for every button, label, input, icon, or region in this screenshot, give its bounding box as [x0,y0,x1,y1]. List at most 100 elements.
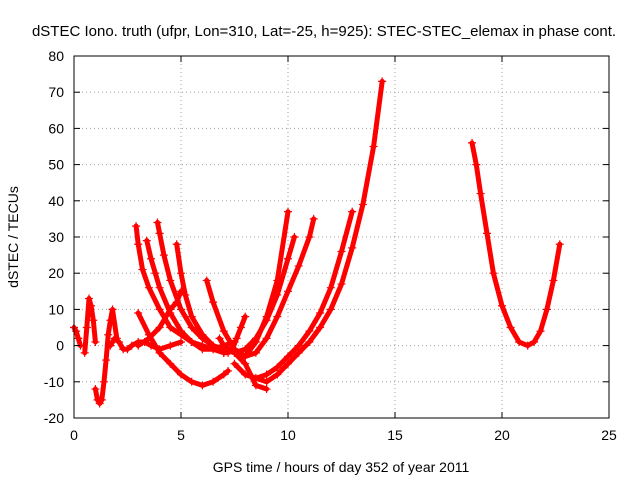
data-point [142,236,151,245]
x-tick-label: 20 [494,427,510,443]
data-point [187,337,196,346]
data-point [82,323,91,332]
data-point [498,301,506,310]
x-tick-label: 10 [280,427,296,443]
y-tick-label: 60 [48,120,64,136]
data-point [294,261,303,270]
data-point [123,345,132,354]
data-point [549,276,558,285]
data-point [166,276,175,285]
data-point [151,269,160,278]
data-point [177,370,185,379]
series-pass-k [202,214,318,361]
data-point [290,233,299,241]
x-tick-label: 25 [601,427,617,443]
data-point [177,269,185,278]
data-point [378,77,387,86]
series-pass-b [80,294,100,357]
data-point [155,323,164,332]
data-point [230,348,239,357]
series-line [217,209,291,359]
data-point [134,240,143,249]
data-point [155,229,164,238]
data-point [166,305,175,314]
data-point [219,370,228,379]
data-point [177,305,185,314]
data-point [273,363,282,372]
data-point [241,352,250,361]
data-point [468,138,477,147]
data-point [515,337,524,346]
x-tick-label: 15 [387,427,403,443]
data-point [241,312,250,321]
data-point [106,341,115,350]
data-point [166,341,175,350]
series-pass-p [468,138,564,350]
series-line [253,78,385,385]
data-point [542,305,551,314]
data-point [198,330,207,339]
data-point [134,341,143,350]
data-point [251,348,260,357]
data-point [305,327,314,336]
y-tick-label: 40 [48,193,64,209]
data-point [236,323,245,332]
series-line [92,306,120,406]
data-point [209,341,218,350]
data-point [166,323,175,332]
data-point [284,359,292,368]
y-tick-label: 10 [48,301,64,317]
tick-layer: 0 5 10 15 20 25 -20 -10 0 10 20 30 40 50 60 70 80 [44,48,617,443]
data-point [241,359,250,368]
data-point [284,352,292,361]
data-point [144,283,153,292]
data-point [472,160,481,169]
data-point [134,309,143,318]
data-point [483,229,492,238]
data-point [108,305,117,314]
grid-layer [74,56,609,418]
data-point [114,337,123,346]
data-point [348,207,357,216]
data-point [187,323,196,332]
data-point [209,298,218,307]
data-point [155,283,164,292]
data-point [91,337,100,346]
data-point [219,341,228,350]
data-point [166,359,175,368]
data-point [262,385,271,394]
series-line [469,140,563,349]
data-point [99,377,108,386]
data-point [159,251,168,260]
data-point [91,385,100,394]
series-pass-m [215,207,292,361]
series-line [71,325,83,349]
data-point [87,301,96,310]
data-point [262,370,271,379]
data-point [144,334,153,343]
data-point [294,348,303,357]
data-point [232,334,241,343]
y-tick-label: 30 [48,229,64,245]
data-point [102,356,111,365]
data-point [177,287,185,296]
y-axis-label: dSTEC / TECUs [5,186,21,288]
data-point [97,395,106,404]
data-point [337,247,346,256]
y-tick-label: 70 [48,84,64,100]
data-point [294,341,303,350]
data-point [74,334,83,343]
data-point [305,233,314,241]
data-point [273,276,282,285]
series-line [135,310,231,388]
chart-title: dSTEC Iono. truth (ufpr, Lon=310, Lat=-2… [32,23,616,40]
series-pass-j [134,287,185,350]
data-point [262,334,271,343]
data-point [181,290,190,299]
data-point [198,381,207,390]
data-point [489,269,498,278]
data-point [369,142,378,151]
data-point [305,337,314,346]
data-point [273,312,282,321]
